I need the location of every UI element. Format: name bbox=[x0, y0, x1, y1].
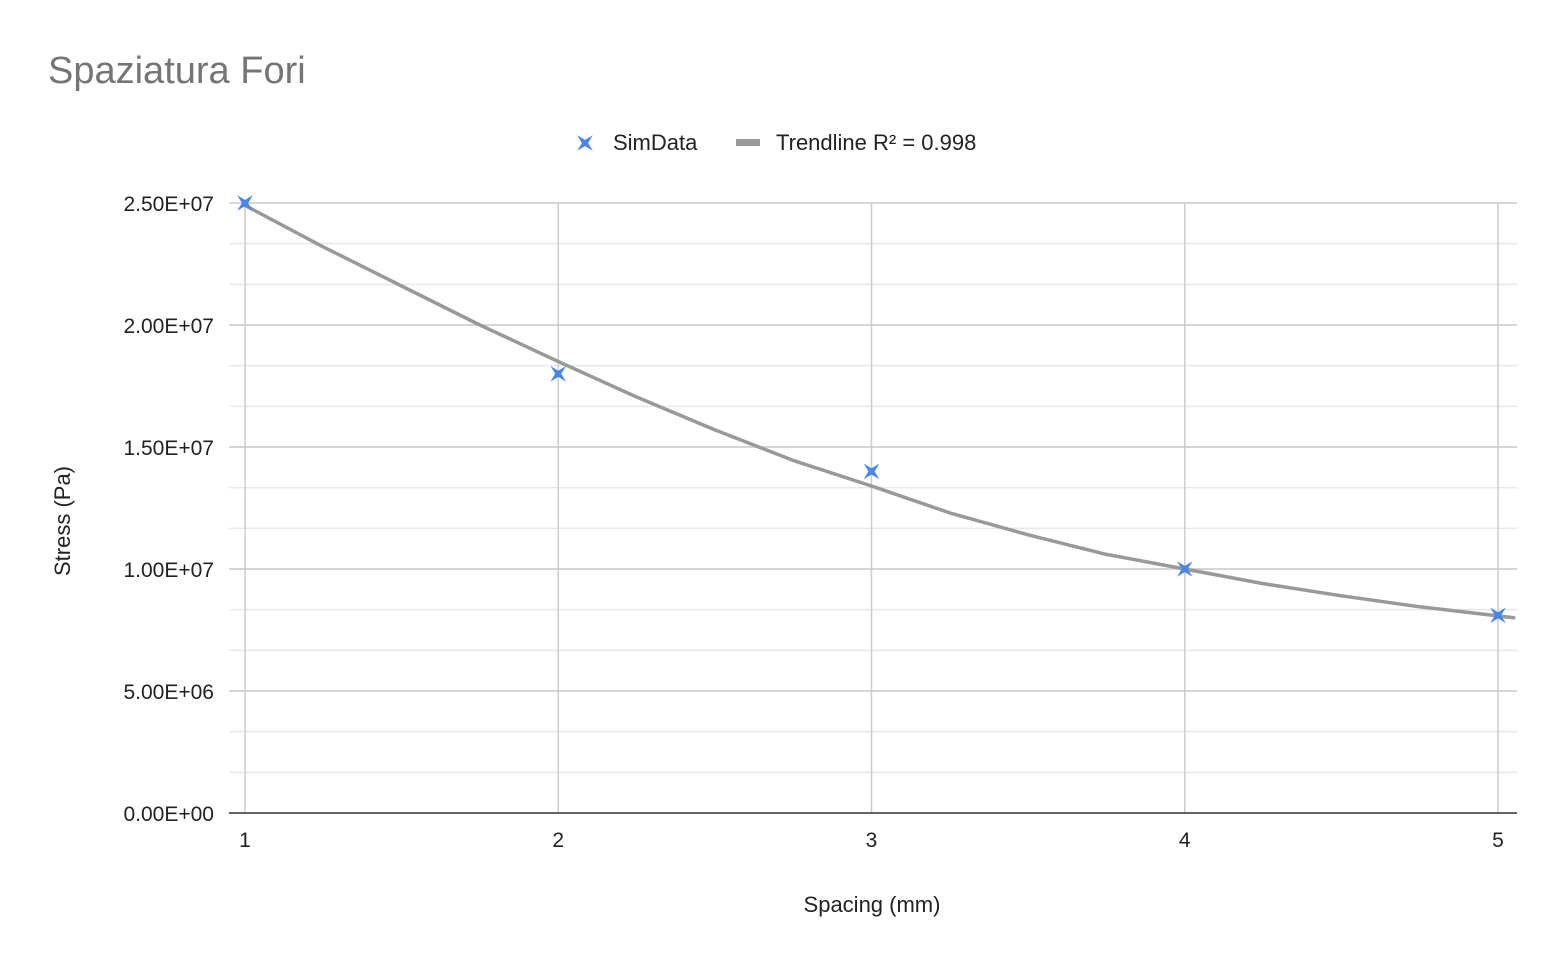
x-axis-title: Spacing (mm) bbox=[804, 892, 941, 917]
y-tick-label: 0.00E+00 bbox=[123, 803, 214, 826]
x-tick-label: 4 bbox=[1179, 829, 1191, 852]
y-axis-title: Stress (Pa) bbox=[50, 466, 75, 576]
trendline-layer bbox=[243, 203, 1516, 620]
x-tick-label: 1 bbox=[239, 829, 251, 852]
data-point bbox=[863, 463, 880, 480]
legend-trendline-label: Trendline R² = 0.998 bbox=[776, 130, 976, 155]
trendline bbox=[243, 203, 1516, 620]
data-point bbox=[1177, 561, 1193, 577]
y-tick-label: 5.00E+06 bbox=[123, 681, 214, 704]
x-tick-label: 5 bbox=[1492, 829, 1504, 852]
axes: 0.00E+00 5.00E+06 1.00E+07 1.50E+07 2.00E+07… bbox=[123, 193, 1517, 852]
legend-trendline-swatch bbox=[736, 139, 760, 146]
legend: SimData Trendline R² = 0.998 bbox=[577, 130, 976, 155]
data-point bbox=[237, 195, 253, 211]
y-tick-label: 1.00E+07 bbox=[123, 559, 214, 582]
data-point bbox=[550, 366, 566, 382]
legend-simdata-label: SimData bbox=[613, 130, 698, 155]
y-tick-label: 2.50E+07 bbox=[123, 193, 214, 216]
grid bbox=[229, 202, 1517, 813]
y-tick-label: 2.00E+07 bbox=[123, 315, 214, 338]
data-point bbox=[1490, 607, 1506, 624]
data-points bbox=[237, 195, 1506, 624]
x-tick-label: 3 bbox=[866, 829, 878, 852]
y-tick-label: 1.50E+07 bbox=[123, 437, 214, 460]
chart-title: Spaziatura Fori bbox=[48, 50, 306, 92]
legend-simdata-marker bbox=[577, 135, 593, 151]
x-tick-label: 2 bbox=[552, 829, 564, 852]
